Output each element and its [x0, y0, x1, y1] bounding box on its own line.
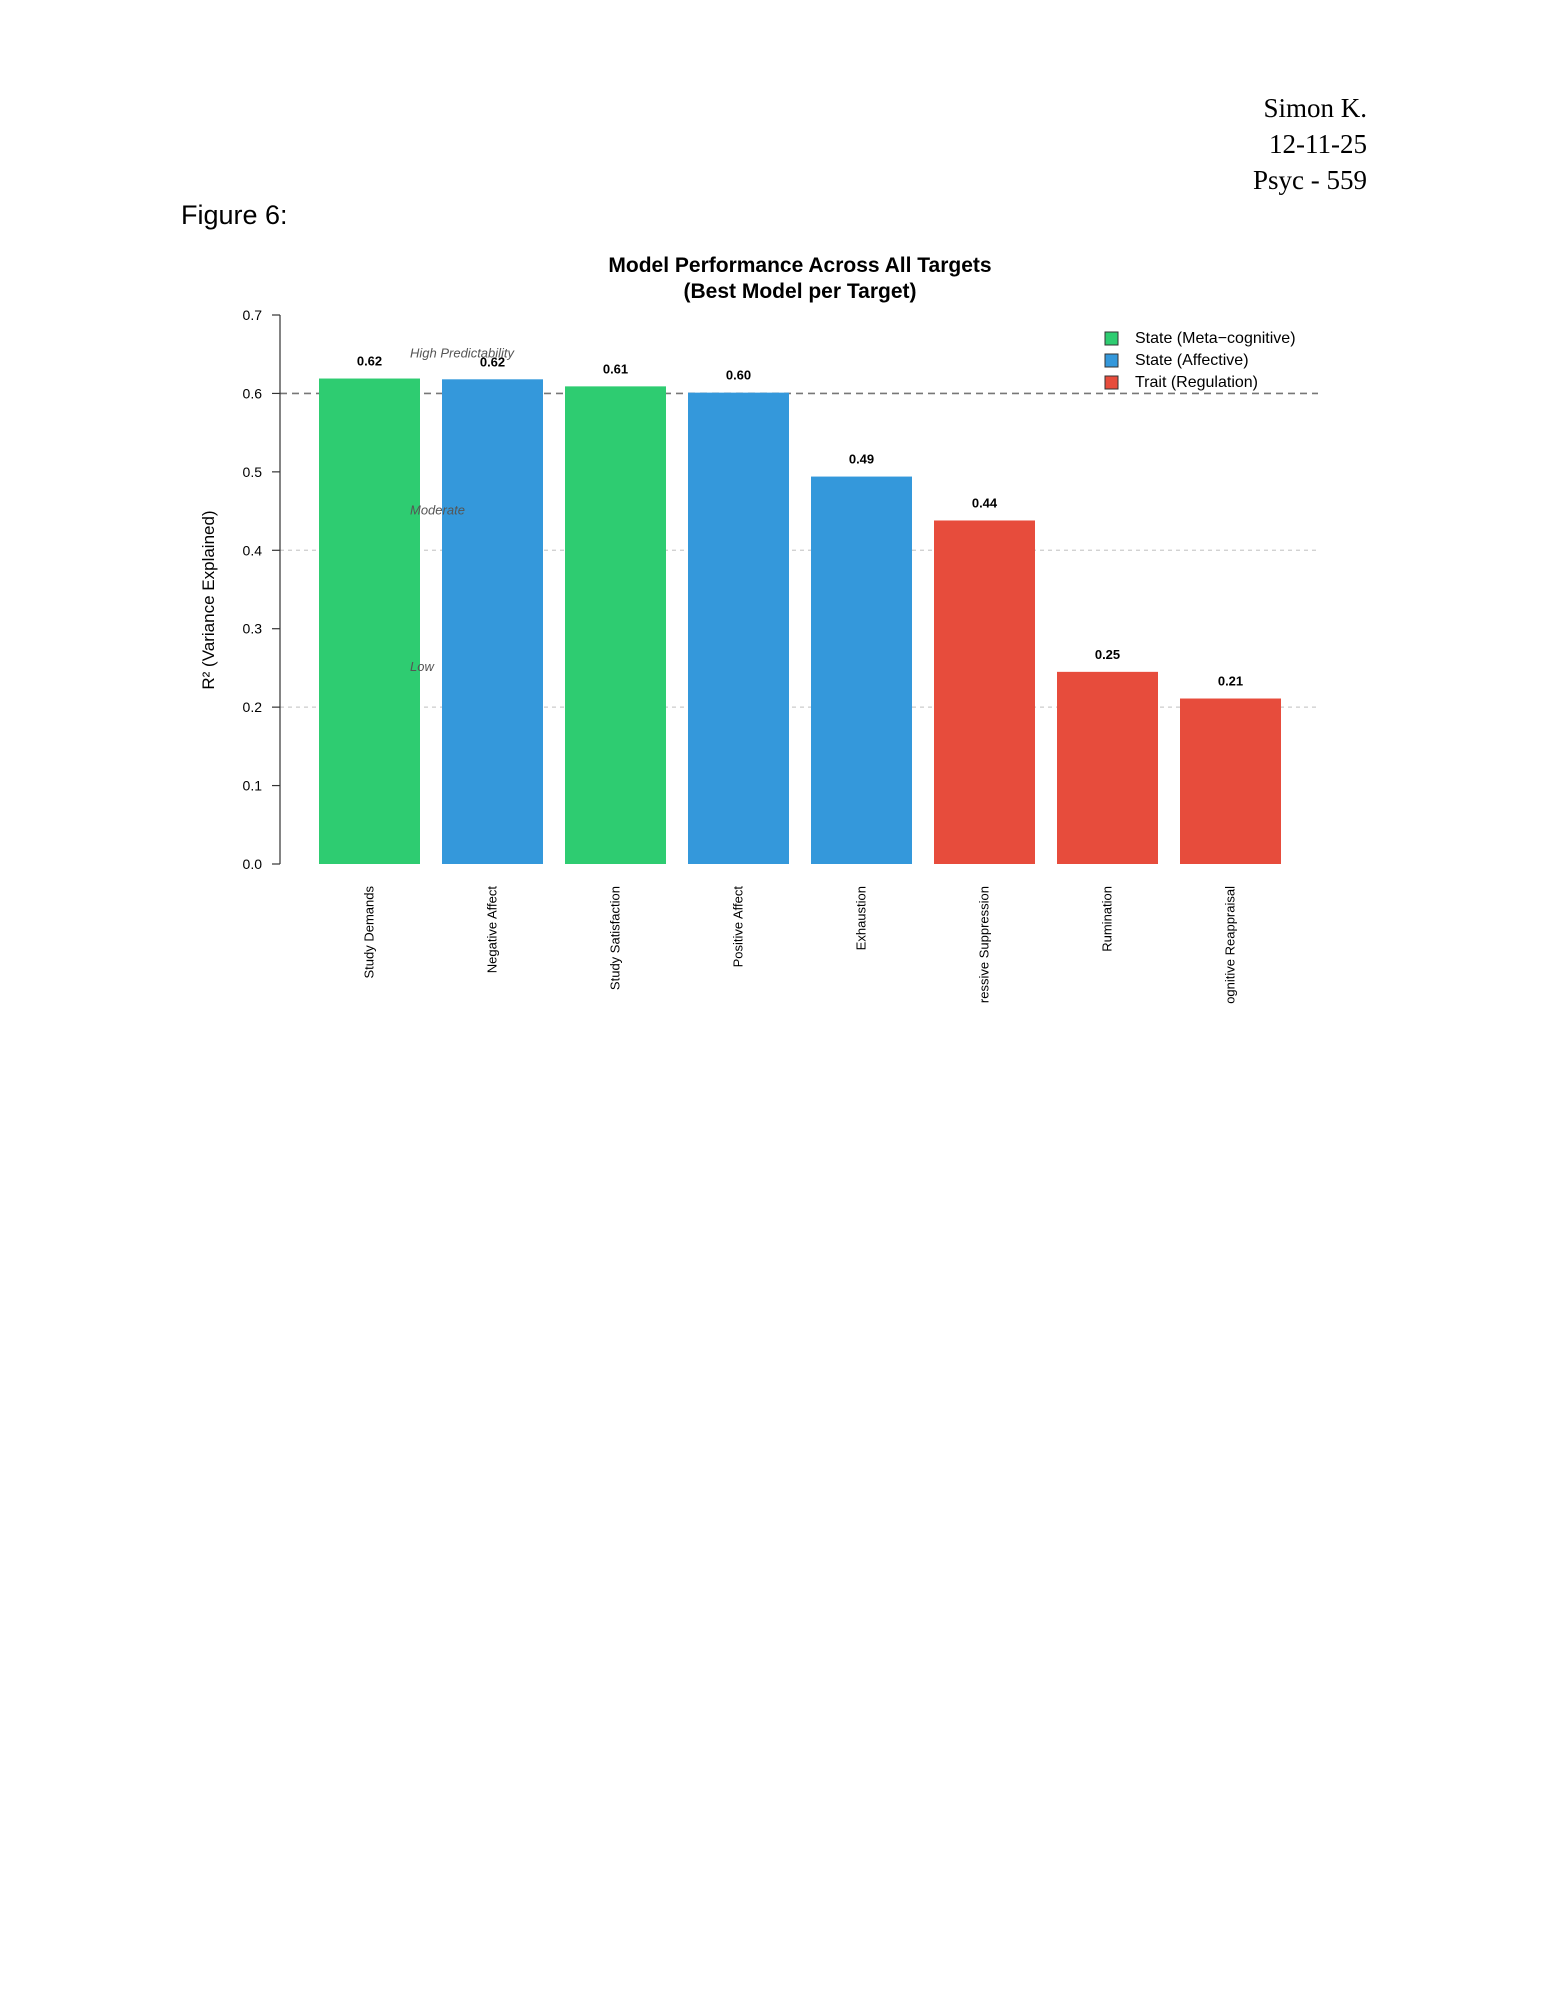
- value-label-3: 0.60: [726, 368, 751, 383]
- legend-label-0: State (Meta−cognitive): [1135, 330, 1296, 347]
- legend-swatch-0: [1104, 331, 1119, 346]
- document-date: 12-11-25: [1269, 129, 1367, 159]
- bar-5: [934, 520, 1035, 864]
- value-label-2: 0.61: [603, 361, 628, 376]
- value-label-0: 0.62: [357, 354, 382, 369]
- y-axis-label: R² (Variance Explained): [199, 510, 218, 689]
- y-tick-label-1: 0.1: [243, 778, 263, 794]
- x-tick-label-6: Rumination: [1100, 886, 1115, 952]
- bar-0: [319, 378, 420, 864]
- legend-swatch-1: [1104, 353, 1119, 368]
- x-tick-label-2: Study Satisfaction: [608, 886, 623, 990]
- chart-title: Model Performance Across All Targets: [608, 254, 991, 277]
- bar-1: [442, 379, 543, 864]
- y-tick-label-3: 0.3: [243, 621, 263, 637]
- bar-4: [811, 476, 912, 864]
- value-label-6: 0.25: [1095, 647, 1120, 662]
- legend-label-1: State (Affective): [1135, 352, 1249, 369]
- legend-swatch-2: [1104, 375, 1119, 390]
- bar-2: [565, 386, 666, 864]
- value-label-5: 0.44: [972, 495, 998, 510]
- reference-line-label-1: Moderate: [410, 502, 465, 517]
- x-tick-label-7: ognitive Reappraisal: [1223, 886, 1238, 1004]
- y-tick-label-6: 0.6: [243, 385, 263, 401]
- reference-line-label-0: High Predictability: [410, 345, 516, 360]
- y-tick-label-4: 0.4: [243, 542, 263, 558]
- value-label-4: 0.49: [849, 452, 874, 467]
- bar-3: [688, 392, 789, 864]
- y-tick-label-5: 0.5: [243, 464, 263, 480]
- value-label-7: 0.21: [1218, 674, 1243, 689]
- figure-label: Figure 6:: [181, 200, 288, 230]
- bar-6: [1057, 671, 1158, 864]
- y-axis: 0.0 0.1 0.2 0.3 0.4 0.5 0.6 0.7: [243, 307, 281, 872]
- x-tick-label-4: Exhaustion: [854, 886, 869, 950]
- reference-line-label-2: Low: [410, 659, 435, 674]
- x-tick-label-3: Positive Affect: [731, 886, 746, 968]
- legend-label-2: Trait (Regulation): [1135, 374, 1258, 391]
- author-name: Simon K.: [1263, 93, 1367, 123]
- reference-lines: [280, 392, 1318, 708]
- y-tick-label-0: 0.0: [243, 856, 263, 872]
- document-header: Simon K. 12-11-25 Psyc - 559: [1253, 90, 1367, 198]
- bar-7: [1180, 698, 1281, 864]
- y-tick-label-7: 0.7: [243, 307, 263, 323]
- value-labels: 0.62 0.62 0.61 0.60 0.49 0.44 0.25 0.21: [357, 354, 1243, 689]
- x-tick-label-0: Study Demands: [362, 886, 377, 979]
- x-tick-labels: Study Demands Negative Affect Study Satisf…: [362, 886, 1238, 1004]
- bars: [319, 378, 1281, 864]
- y-tick-label-2: 0.2: [243, 699, 263, 715]
- chart-subtitle: (Best Model per Target): [684, 280, 917, 303]
- x-tick-label-1: Negative Affect: [485, 886, 500, 974]
- x-tick-label-5: ressive Suppression: [977, 886, 992, 1003]
- value-label-1: 0.62: [480, 354, 505, 369]
- legend: State (Meta−cognitive) State (Affective) T…: [1104, 330, 1296, 391]
- course-code: Psyc - 559: [1253, 165, 1367, 195]
